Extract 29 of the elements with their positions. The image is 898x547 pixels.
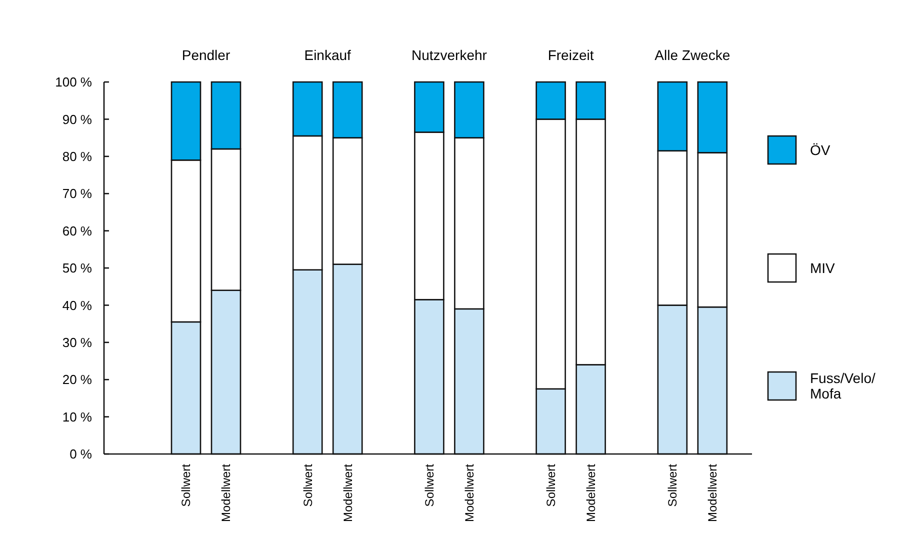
y-tick-label: 40 % [62,298,92,313]
text: Nutzverkehr [411,47,488,63]
x-tick-label: Sollwert [544,463,558,507]
x-tick-label: Modellwert [706,463,720,522]
x-tick-label: Modellwert [340,463,355,522]
x-tick-label: Modellwert [462,463,476,522]
y-tick-label: 30 % [62,334,92,350]
x-tick-label: Modellwert [219,463,234,522]
legend-label: MIV [810,260,836,276]
y-tick-label: 80 % [62,148,92,164]
x-tick-label: Sollwert [666,463,680,507]
x-tick-label: Sollwert [300,463,315,507]
y-tick-label: 60 % [62,223,92,238]
y-tick-label: 0 % [70,446,92,462]
text: Alle Zwecke [654,47,730,63]
y-tick-label: 20 % [62,372,92,388]
y-tick-label: 10 % [62,409,92,424]
x-tick-label: Modellwert [584,463,598,522]
legend-label: Fuss/Velo/Mofa [810,370,876,402]
legend-label: ÖV [810,142,831,158]
text: Einkauf [304,47,352,63]
y-tick-label: 70 % [62,186,92,202]
y-tick-label: 90 % [62,112,92,127]
x-tick-label: Sollwert [422,463,436,507]
y-tick-label: 50 % [62,260,92,276]
x-tick-label: Sollwert [179,463,194,507]
text: Freizeit [548,47,594,63]
y-tick-label: 100 % [55,74,92,90]
text: Pendler [182,47,230,63]
